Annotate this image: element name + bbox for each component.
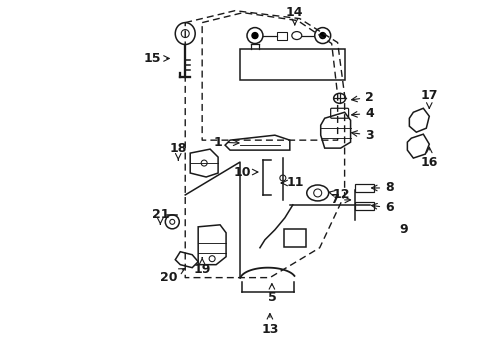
Ellipse shape: [319, 32, 325, 39]
Ellipse shape: [251, 32, 258, 39]
Text: 18: 18: [169, 141, 186, 160]
Text: 2: 2: [351, 91, 373, 104]
Text: 17: 17: [420, 89, 437, 108]
Text: 10: 10: [233, 166, 257, 179]
Text: 7: 7: [329, 193, 350, 206]
Text: 13: 13: [261, 314, 278, 336]
Text: 3: 3: [351, 129, 373, 142]
Text: 9: 9: [398, 223, 407, 236]
Text: 6: 6: [371, 201, 393, 215]
Text: 21: 21: [151, 208, 169, 224]
Text: 8: 8: [371, 181, 393, 194]
Text: 16: 16: [420, 147, 437, 168]
Text: 4: 4: [351, 107, 373, 120]
Text: 20: 20: [159, 269, 184, 284]
Text: 1: 1: [213, 136, 239, 149]
Text: 15: 15: [143, 52, 169, 65]
Text: 12: 12: [328, 188, 350, 202]
Text: 11: 11: [281, 176, 304, 189]
Text: 19: 19: [193, 258, 210, 276]
Text: 5: 5: [267, 284, 276, 304]
Text: 14: 14: [285, 6, 303, 25]
